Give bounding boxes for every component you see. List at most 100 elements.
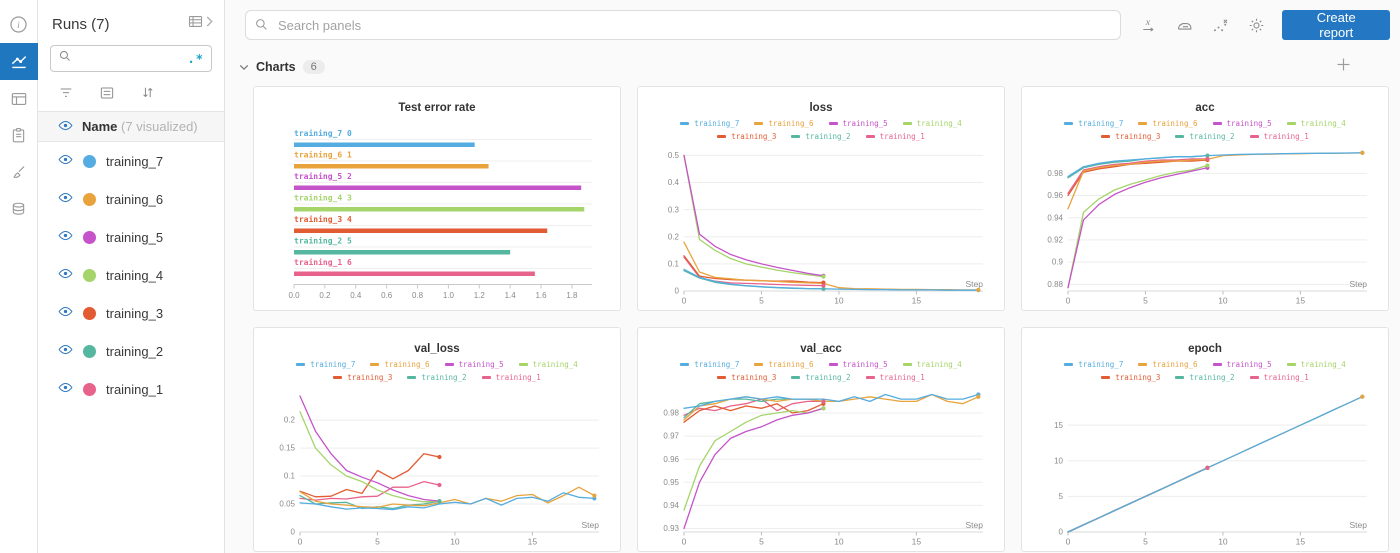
legend-item-training_6: training_6: [754, 360, 814, 369]
sweeps-tab[interactable]: [0, 154, 38, 191]
legend-item-training_1: training_1: [1249, 132, 1309, 141]
runs-sidebar: Runs (7) .*: [38, 0, 225, 553]
panel-legend: training_7 training_6 training_5 training_4…: [1034, 360, 1376, 382]
sort-icon[interactable]: [140, 85, 155, 100]
svg-text:training_5 2: training_5 2: [294, 171, 352, 181]
svg-text:15: 15: [528, 537, 538, 547]
legend-dash: [296, 363, 306, 366]
logs-tab[interactable]: [0, 117, 38, 154]
add-panel-button[interactable]: [1335, 56, 1352, 78]
legend-item-training_3: training_3: [1101, 373, 1160, 382]
regex-toggle[interactable]: .*: [187, 51, 204, 66]
section-title[interactable]: Charts: [256, 60, 296, 74]
chart-panel-acc[interactable]: acc training_7 training_6 training_5 trainin…: [1021, 86, 1389, 311]
legend-dash: [1212, 363, 1222, 366]
line-chart-svg: 0.88 0.9 0.92 0.94 0.96 0.98 0 5 10 15 Step: [1047, 150, 1367, 306]
info-icon: i: [8, 14, 29, 35]
legend-item-training_3: training_3: [717, 132, 776, 141]
svg-text:0: 0: [682, 537, 687, 547]
legend-dash: [370, 363, 380, 366]
legend-item-training_1: training_1: [1249, 373, 1309, 382]
legend-dash: [1175, 376, 1185, 379]
legend-item-training_7: training_7: [680, 360, 739, 369]
panel-title: val_loss: [414, 343, 460, 355]
run-color-dot: [83, 230, 96, 244]
chart-panel-val_loss[interactable]: val_loss training_7 training_6 training_5 tr…: [253, 327, 621, 552]
legend-item-training_7: training_7: [296, 360, 355, 369]
table-tab[interactable]: [0, 80, 38, 117]
search-panels-input[interactable]: [245, 10, 1122, 40]
legend-dash: [1064, 122, 1074, 125]
runs-search-box[interactable]: .*: [50, 45, 212, 72]
svg-text:0: 0: [675, 287, 680, 296]
eye-icon[interactable]: [58, 228, 73, 246]
eye-icon[interactable]: [58, 152, 73, 170]
run-row-training_4[interactable]: training_4: [38, 256, 224, 294]
run-row-training_2[interactable]: training_2: [38, 332, 224, 370]
charts-tab[interactable]: [0, 43, 38, 80]
run-row-training_3[interactable]: training_3: [38, 294, 224, 332]
svg-text:Step: Step: [966, 520, 984, 530]
chart-panel-epoch[interactable]: epoch training_7 training_6 training_5 train…: [1021, 327, 1389, 552]
line-chart-svg: 0.93 0.94 0.95 0.96 0.97 0.98 0 5 10 15 Step: [663, 392, 984, 547]
runs-title: Runs (7): [52, 15, 110, 33]
outliers-icon[interactable]: [1207, 12, 1234, 39]
eye-icon[interactable]: [58, 342, 73, 360]
panel-legend: training_7 training_6 training_5 training_4…: [1034, 119, 1376, 141]
legend-item-training_1: training_1: [481, 373, 541, 382]
runs-table-toggle[interactable]: [187, 13, 214, 35]
line-chart-svg: 0 0.1 0.2 0.3 0.4 0.5 0 5 10 15 Step: [668, 151, 983, 306]
chart-panel-loss[interactable]: loss training_7 training_6 training_5 traini…: [637, 86, 1005, 311]
legend-item-training_2: training_2: [791, 132, 851, 141]
svg-text:0.88: 0.88: [1047, 280, 1063, 289]
svg-text:training_1 6: training_1 6: [294, 257, 352, 267]
panel-title: acc: [1195, 102, 1215, 114]
run-row-training_1[interactable]: training_1: [38, 370, 224, 408]
runs-list-header[interactable]: Name (7 visualized): [38, 111, 224, 142]
chart-panel-val_acc[interactable]: val_acc training_7 training_6 training_5 tra…: [637, 327, 1005, 552]
group-icon[interactable]: [99, 86, 115, 100]
svg-text:training_4 3: training_4 3: [294, 193, 352, 203]
create-report-button[interactable]: Create report: [1282, 10, 1390, 40]
name-column-label: Name: [82, 119, 118, 134]
svg-text:0.98: 0.98: [663, 409, 679, 418]
legend-item-training_3: training_3: [1101, 132, 1160, 141]
legend-dash: [1064, 363, 1074, 366]
run-row-training_6[interactable]: training_6: [38, 180, 224, 218]
svg-text:Step: Step: [582, 520, 600, 530]
svg-text:0.97: 0.97: [663, 432, 679, 441]
legend-item-training_7: training_7: [1064, 360, 1123, 369]
legend-dash: [828, 363, 838, 366]
settings-gear-icon[interactable]: [1243, 12, 1270, 39]
panel-legend: training_7 training_6 training_5 training_4…: [650, 360, 992, 382]
smoothing-iron-icon[interactable]: [1171, 12, 1198, 39]
eye-icon[interactable]: [58, 266, 73, 284]
legend-dash: [1249, 135, 1259, 138]
svg-text:Step: Step: [1350, 520, 1368, 530]
legend-dash: [444, 363, 454, 366]
run-color-dot: [83, 344, 96, 358]
legend-dash: [828, 122, 838, 125]
filter-icon[interactable]: [58, 86, 74, 100]
eye-icon[interactable]: [58, 304, 73, 322]
x-axis-icon[interactable]: x: [1135, 12, 1162, 39]
legend-item-training_2: training_2: [407, 373, 467, 382]
eye-icon[interactable]: [58, 190, 73, 208]
chevron-down-icon[interactable]: [239, 58, 249, 76]
svg-text:0.95: 0.95: [663, 478, 679, 487]
overview-tab[interactable]: i: [0, 6, 38, 43]
legend-dash: [680, 122, 690, 125]
eye-icon[interactable]: [58, 380, 73, 398]
svg-text:0: 0: [1066, 537, 1071, 547]
run-row-training_5[interactable]: training_5: [38, 218, 224, 256]
artifacts-tab[interactable]: [0, 191, 38, 228]
svg-text:10: 10: [834, 296, 844, 306]
svg-text:0.92: 0.92: [1047, 236, 1063, 245]
run-row-training_7[interactable]: training_7: [38, 142, 224, 180]
svg-text:0: 0: [298, 537, 303, 547]
legend-item-training_1: training_1: [865, 373, 925, 382]
legend-item-training_4: training_4: [518, 360, 578, 369]
